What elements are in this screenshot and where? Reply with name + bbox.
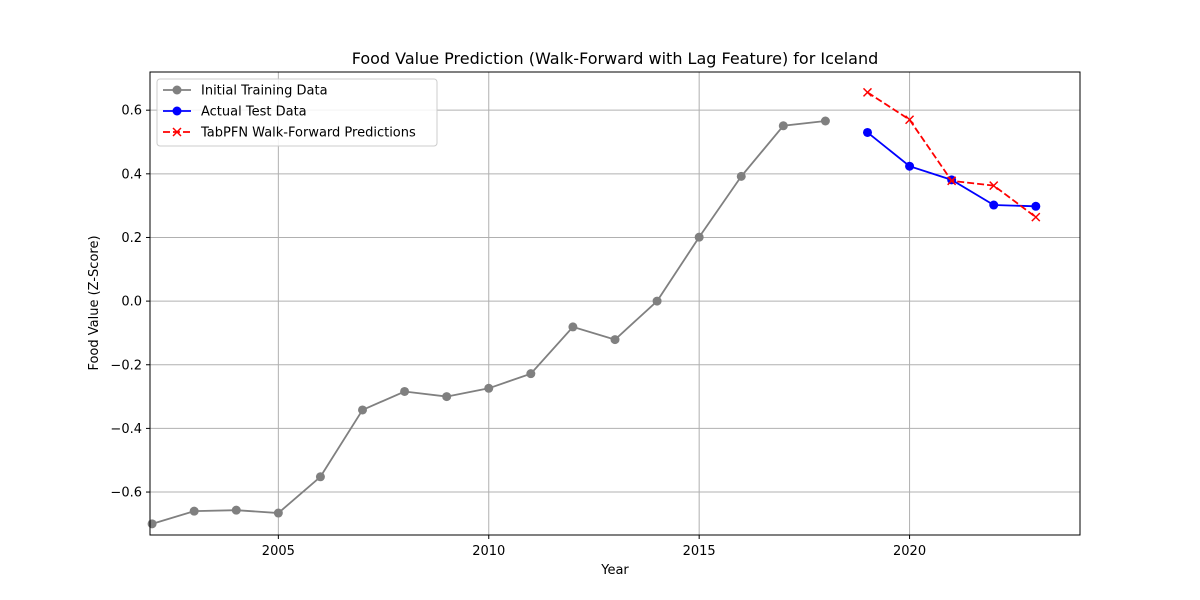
y-tick-label: −0.4 — [110, 422, 142, 437]
x-axis: 2005 2010 2015 2020 — [262, 535, 926, 559]
x-tick-label: 2010 — [472, 544, 505, 559]
legend-label: TabPFN Walk-Forward Predictions — [200, 126, 416, 141]
data-point — [1031, 201, 1041, 211]
legend: Initial Training Data Actual Test Data Tab… — [156, 78, 438, 147]
series-line — [866, 131, 1036, 208]
data-point — [694, 232, 704, 242]
y-tick-label: 0.6 — [121, 104, 142, 119]
data-point — [652, 296, 662, 306]
data-point — [568, 322, 578, 332]
y-axis-label: Food Value (Z-Score) — [87, 235, 102, 370]
legend-box — [156, 78, 438, 147]
data-point — [1031, 212, 1041, 222]
data-point — [947, 176, 957, 186]
data-point — [315, 472, 325, 482]
legend-marker — [172, 127, 182, 137]
data-point — [862, 87, 873, 97]
data-point — [778, 121, 788, 131]
data-point — [862, 127, 872, 137]
x-tick-label: 2015 — [683, 544, 716, 559]
data-point — [905, 161, 915, 171]
series-1 — [862, 127, 1041, 211]
y-tick-label: 0.0 — [121, 295, 142, 310]
legend-marker — [172, 106, 182, 116]
data-point — [484, 383, 494, 393]
x-tick-label: 2005 — [262, 544, 295, 559]
data-point — [736, 171, 746, 181]
data-point — [905, 115, 915, 125]
data-point — [442, 392, 452, 402]
x-tick-label: 2020 — [893, 544, 926, 559]
data-point — [273, 508, 283, 518]
y-tick-label: −0.2 — [110, 358, 142, 373]
y-axis: −0.6 −0.4 −0.2 0.0 0.2 0.4 0.6 — [110, 104, 150, 501]
plot-frame — [149, 71, 1081, 536]
series-line — [866, 91, 1037, 218]
y-tick-label: 0.2 — [121, 231, 142, 246]
legend-marker — [172, 85, 182, 95]
data-point — [610, 335, 620, 345]
y-tick-label: −0.6 — [110, 486, 142, 501]
data-point — [989, 200, 999, 210]
data-point — [189, 506, 199, 516]
data-point — [526, 369, 536, 379]
data-point — [820, 116, 830, 126]
legend-label: Initial Training Data — [201, 84, 328, 99]
data-point — [231, 505, 241, 515]
y-tick-label: 0.4 — [121, 167, 142, 182]
x-axis-label: Year — [600, 563, 629, 578]
data-point — [358, 405, 368, 415]
data-point — [400, 386, 410, 396]
data-point — [989, 181, 999, 191]
series-layer — [147, 87, 1041, 529]
series-2 — [862, 87, 1041, 222]
legend-label: Actual Test Data — [201, 105, 307, 120]
chart-title: Food Value Prediction (Walk-Forward with… — [352, 49, 879, 68]
data-point — [147, 519, 157, 529]
